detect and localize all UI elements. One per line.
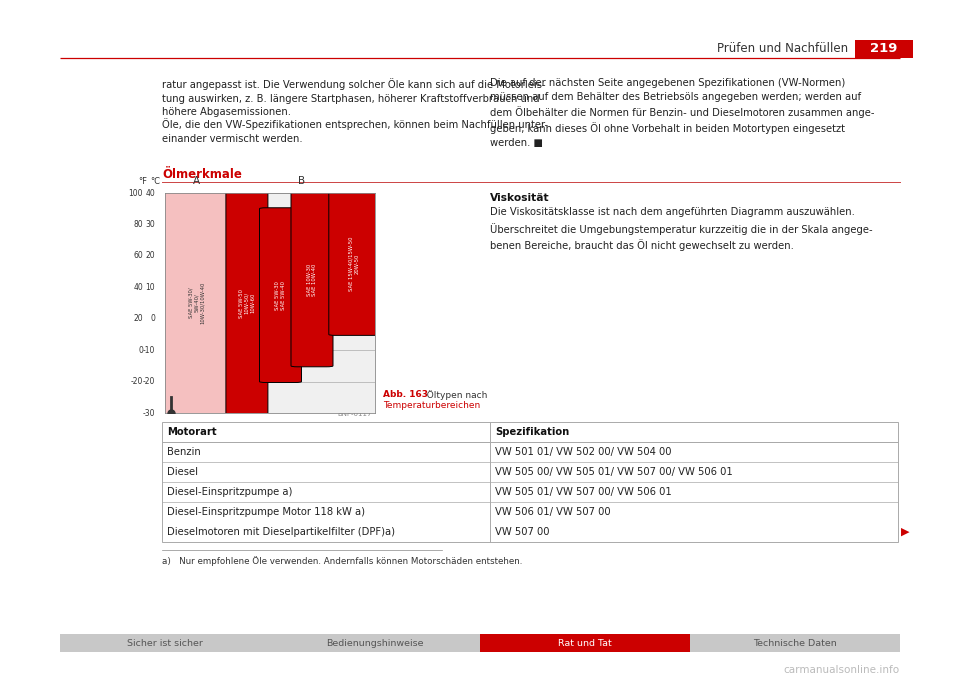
Text: Benzin: Benzin	[167, 447, 201, 457]
Text: 219: 219	[871, 43, 898, 56]
Text: 100: 100	[129, 188, 143, 197]
Text: VW 501 01/ VW 502 00/ VW 504 00: VW 501 01/ VW 502 00/ VW 504 00	[495, 447, 671, 457]
Text: Viskosität: Viskosität	[490, 193, 550, 203]
Text: carmanualsonline.info: carmanualsonline.info	[784, 665, 900, 675]
FancyBboxPatch shape	[328, 192, 379, 336]
Text: SAE 5W-30/
5W-40/
10W-30/10W-40: SAE 5W-30/ 5W-40/ 10W-30/10W-40	[188, 282, 204, 324]
Text: Ölmerkmale: Ölmerkmale	[162, 168, 242, 181]
Text: Sicher ist sicher: Sicher ist sicher	[127, 639, 203, 647]
Bar	[270, 634, 480, 652]
Text: SAE 10W-30
SAE 10W-40: SAE 10W-30 SAE 10W-40	[306, 263, 318, 296]
Text: A: A	[193, 176, 200, 186]
Text: Dieselmotoren mit Dieselpartikelfilter (DPF)a): Dieselmotoren mit Dieselpartikelfilter (…	[167, 527, 395, 537]
FancyBboxPatch shape	[259, 207, 301, 382]
Text: Diesel-Einspritzpumpe Motor 118 kW a): Diesel-Einspritzpumpe Motor 118 kW a)	[167, 507, 365, 517]
Text: 40: 40	[133, 283, 143, 292]
Text: 0: 0	[150, 314, 155, 323]
FancyBboxPatch shape	[226, 192, 268, 414]
Text: ratur angepasst ist. Die Verwendung solcher Öle kann sich auf die Motorleis-
tun: ratur angepasst ist. Die Verwendung solc…	[162, 78, 545, 117]
Text: VW 507 00: VW 507 00	[495, 527, 549, 537]
Text: BNP-0117: BNP-0117	[337, 411, 372, 417]
Text: 20: 20	[133, 314, 143, 323]
Text: Prüfen und Nachfüllen: Prüfen und Nachfüllen	[717, 43, 848, 56]
Text: 20: 20	[145, 252, 155, 260]
Text: 0: 0	[138, 346, 143, 355]
Text: Öltypen nach: Öltypen nach	[421, 390, 488, 400]
Bar	[855, 40, 913, 58]
Text: -30: -30	[142, 409, 155, 418]
Text: VW 506 01/ VW 507 00: VW 506 01/ VW 507 00	[495, 507, 611, 517]
Text: Öle, die den VW-Spezifikationen entsprechen, können beim Nachfüllen unter-
einan: Öle, die den VW-Spezifikationen entsprec…	[162, 118, 548, 144]
Text: Bedienungshinweise: Bedienungshinweise	[326, 639, 423, 647]
Text: a)   Nur empfohlene Öle verwenden. Andernfalls können Motorschäden entstehen.: a) Nur empfohlene Öle verwenden. Andernf…	[162, 556, 522, 566]
Bar	[480, 634, 690, 652]
Text: 80: 80	[133, 220, 143, 229]
Text: VW 505 01/ VW 507 00/ VW 506 01: VW 505 01/ VW 507 00/ VW 506 01	[495, 487, 672, 497]
Bar	[60, 634, 270, 652]
Text: Abb. 163: Abb. 163	[383, 390, 428, 399]
Text: SAE 5W-30
SAE 5W-40: SAE 5W-30 SAE 5W-40	[276, 281, 286, 310]
Text: 60: 60	[133, 252, 143, 260]
Text: Technische Daten: Technische Daten	[754, 639, 837, 647]
Text: °F: °F	[138, 177, 148, 186]
Text: 40: 40	[145, 188, 155, 197]
Text: Diesel: Diesel	[167, 467, 198, 477]
Text: -20: -20	[143, 377, 155, 386]
Text: Spezifikation: Spezifikation	[495, 427, 569, 437]
Text: Die auf der nächsten Seite angegebenen Spezifikationen (VW-Normen)
müssen auf de: Die auf der nächsten Seite angegebenen S…	[490, 78, 875, 148]
Text: Temperaturbereichen: Temperaturbereichen	[383, 401, 480, 410]
Text: 10: 10	[145, 283, 155, 292]
Text: -10: -10	[143, 346, 155, 355]
Text: Überschreitet die Umgebungstemperatur kurzzeitig die in der Skala angege-
benen : Überschreitet die Umgebungstemperatur ku…	[490, 223, 873, 251]
Text: B: B	[298, 176, 305, 186]
Text: SAE 15W-40/15W-50
20W-50: SAE 15W-40/15W-50 20W-50	[348, 237, 359, 291]
Text: Die Viskositätsklasse ist nach dem angeführten Diagramm auszuwählen.: Die Viskositätsklasse ist nach dem angef…	[490, 207, 854, 217]
Bar	[690, 634, 900, 652]
Text: Rat und Tat: Rat und Tat	[558, 639, 612, 647]
FancyBboxPatch shape	[291, 192, 333, 367]
Text: 30: 30	[145, 220, 155, 229]
Text: -20: -20	[131, 377, 143, 386]
Text: SAE 5W-50
10W-50/
10W-60: SAE 5W-50 10W-50/ 10W-60	[239, 289, 255, 317]
Bar	[162, 422, 898, 542]
Text: Motorart: Motorart	[167, 427, 217, 437]
FancyBboxPatch shape	[163, 192, 230, 414]
Text: Diesel-Einspritzpumpe a): Diesel-Einspritzpumpe a)	[167, 487, 293, 497]
Text: VW 505 00/ VW 505 01/ VW 507 00/ VW 506 01: VW 505 00/ VW 505 01/ VW 507 00/ VW 506 …	[495, 467, 732, 477]
Text: ▶: ▶	[901, 527, 909, 537]
Text: °C: °C	[150, 177, 160, 186]
